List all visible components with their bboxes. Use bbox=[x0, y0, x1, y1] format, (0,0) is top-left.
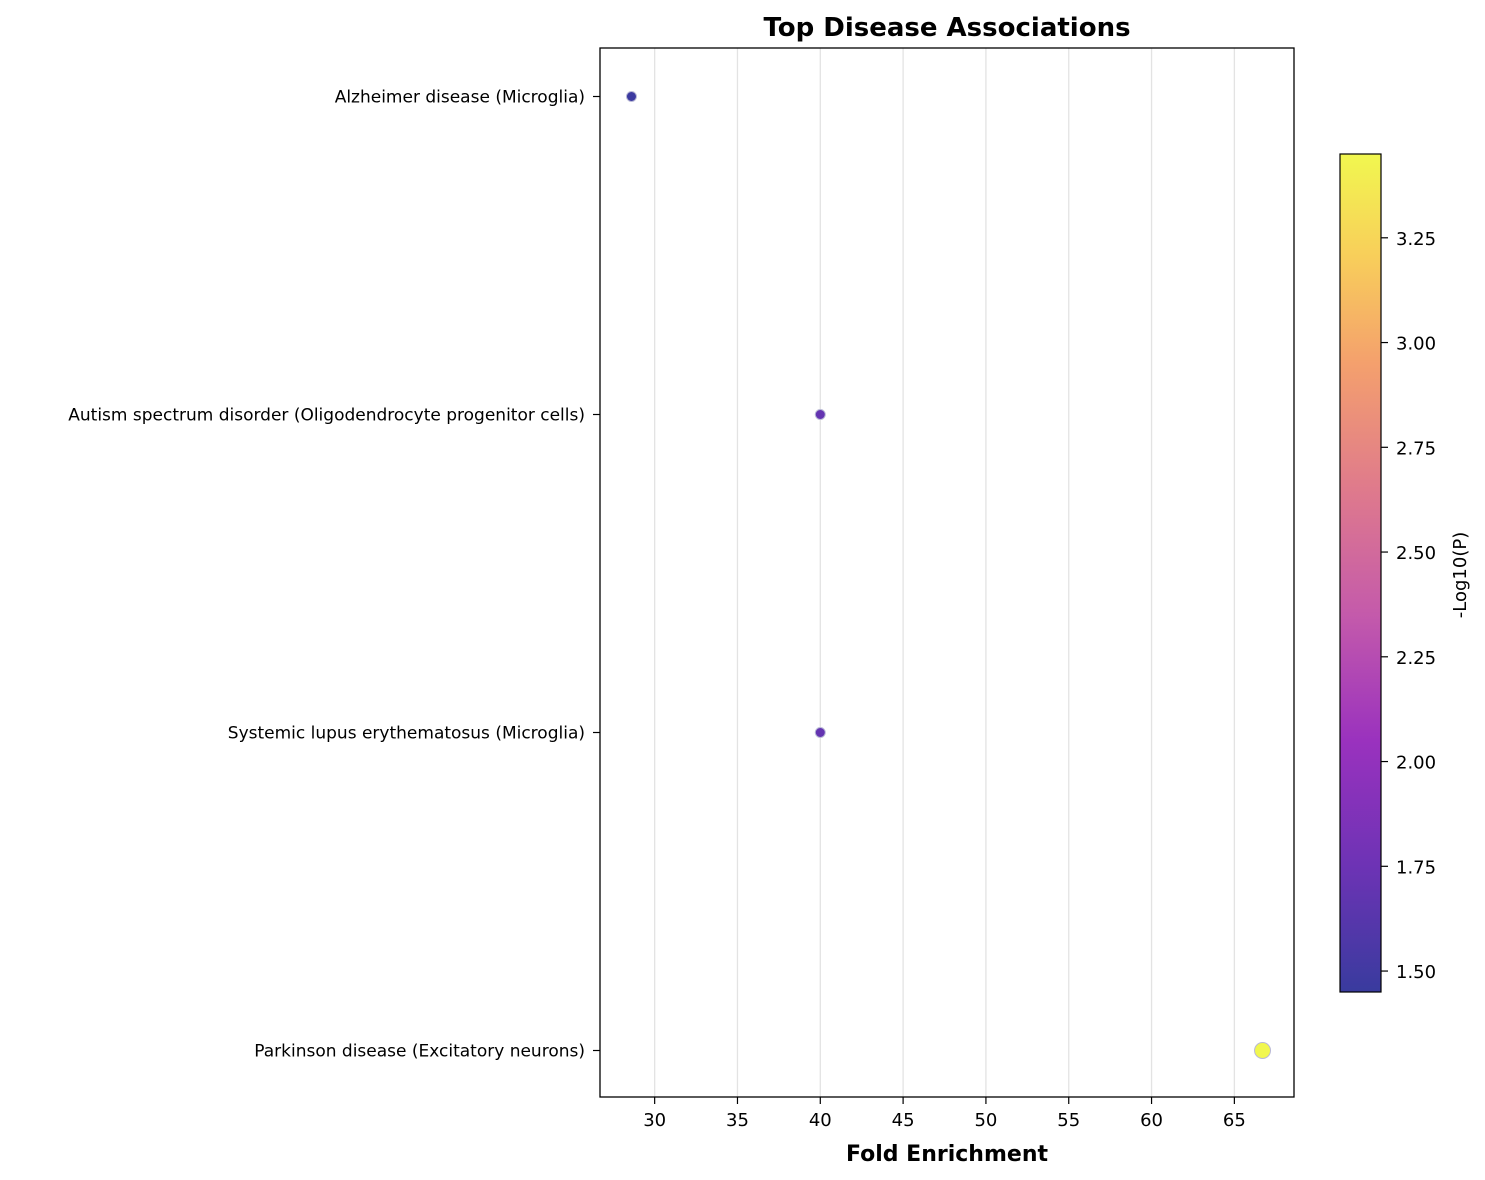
x-tick-label: 30 bbox=[643, 1110, 666, 1131]
x-tick-label: 45 bbox=[892, 1110, 915, 1131]
colorbar-tick-label: 3.25 bbox=[1396, 229, 1436, 250]
colorbar-tick-label: 1.75 bbox=[1396, 857, 1436, 878]
y-axis-categories: Alzheimer disease (Microglia) Autism spec… bbox=[68, 88, 600, 1062]
x-axis-label: Fold Enrichment bbox=[846, 1142, 1048, 1167]
colorbar-ticks: 1.50 1.75 2.00 2.25 2.50 2.75 3.00 3.25 bbox=[1381, 229, 1436, 983]
x-tick-label: 60 bbox=[1140, 1110, 1163, 1131]
colorbar-tick-label: 2.00 bbox=[1396, 753, 1436, 774]
x-tick-label: 50 bbox=[974, 1110, 997, 1131]
y-category-label: Alzheimer disease (Microglia) bbox=[335, 88, 585, 108]
data-points bbox=[625, 91, 1272, 1059]
data-point bbox=[814, 409, 826, 420]
colorbar-tick-label: 2.25 bbox=[1396, 648, 1436, 669]
colorbar-tick-label: 2.50 bbox=[1396, 543, 1436, 564]
plot-frame bbox=[599, 47, 1295, 1098]
data-point bbox=[814, 727, 826, 738]
y-category-label: Autism spectrum disorder (Oligodendrocyt… bbox=[68, 406, 585, 426]
data-point bbox=[1254, 1042, 1272, 1059]
y-category-label: Parkinson disease (Excitatory neurons) bbox=[254, 1042, 585, 1062]
y-category-label: Systemic lupus erythematosus (Microglia) bbox=[228, 724, 585, 744]
x-tick-label: 65 bbox=[1223, 1110, 1246, 1131]
colorbar-tick-label: 1.50 bbox=[1396, 962, 1436, 983]
data-point bbox=[625, 91, 637, 102]
colorbar-label: -Log10(P) bbox=[1450, 532, 1471, 618]
colorbar bbox=[1339, 153, 1382, 993]
colorbar-tick-label: 3.00 bbox=[1396, 334, 1436, 355]
x-axis-ticks: 30 35 40 45 50 55 60 65 bbox=[643, 1097, 1246, 1131]
grid-lines bbox=[654, 48, 1236, 1097]
chart-title: Top Disease Associations bbox=[763, 13, 1130, 43]
colorbar-tick-label: 2.75 bbox=[1396, 438, 1436, 459]
x-tick-label: 35 bbox=[726, 1110, 749, 1131]
x-tick-label: 40 bbox=[809, 1110, 832, 1131]
x-tick-label: 55 bbox=[1057, 1110, 1080, 1131]
